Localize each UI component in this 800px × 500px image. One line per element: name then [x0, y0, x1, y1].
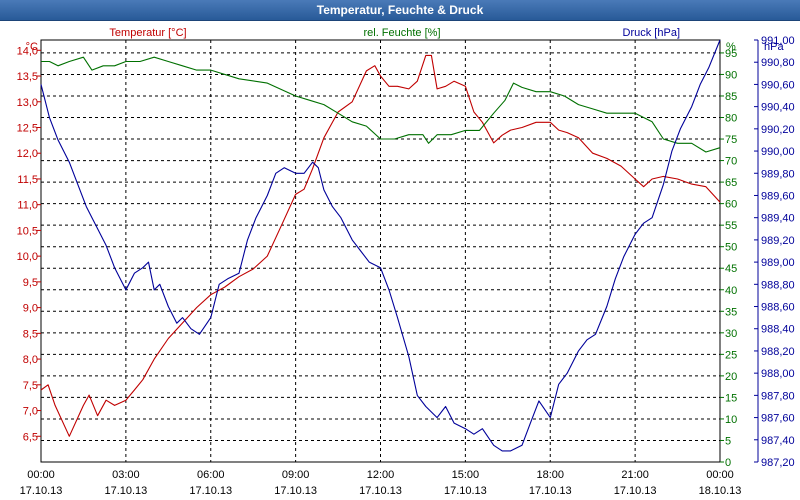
humidity-tick-label: 80	[725, 113, 737, 125]
temperature-axis: 6,5 7,0 7,5 8,0 8,5 9,0 9,5 10,0 10,5 11,0 11,5 12,…	[17, 45, 41, 443]
temperature-tick-label: 13,0	[17, 97, 38, 109]
axis-labels: °C Temperatur [°C] rel. Feuchte [%] % Dr…	[26, 27, 785, 53]
temperature-tick-label: 8,5	[23, 328, 38, 340]
pressure-tick-label: 987,80	[761, 390, 795, 402]
humidity-tick-label: 10	[725, 414, 737, 426]
humidity-tick-label: 45	[725, 263, 737, 275]
series-layer	[40, 39, 721, 452]
temperature-series-label: Temperatur [°C]	[109, 27, 186, 39]
pressure-tick-label: 987,20	[761, 457, 795, 469]
humidity-tick-label: 0	[725, 457, 731, 469]
humidity-tick-label: 65	[725, 177, 737, 189]
date-tick-label: 17.10.13	[444, 485, 487, 497]
humidity-tick-label: 55	[725, 220, 737, 232]
humidity-tick-label: 95	[725, 48, 737, 60]
date-tick-label: 18.10.13	[699, 485, 742, 497]
pressure-tick-label: 988,40	[761, 324, 795, 336]
humidity-tick-label: 90	[725, 69, 737, 81]
temperature-tick-label: 10,5	[17, 225, 38, 237]
pressure-tick-label: 988,60	[761, 302, 795, 314]
temperature-tick-label: 12,0	[17, 148, 38, 160]
humidity-tick-label: 50	[725, 242, 737, 254]
humidity-tick-label: 85	[725, 91, 737, 103]
humidity-tick-label: 20	[725, 371, 737, 383]
time-tick-label: 12:00	[367, 469, 395, 481]
pressure-tick-label: 988,20	[761, 346, 795, 358]
pressure-axis: 987,20 987,40 987,60 987,80 988,00 988,20 988,…	[754, 35, 795, 469]
temperature-tick-label: 8,0	[23, 354, 38, 366]
time-tick-label: 00:00	[27, 469, 55, 481]
temperature-tick-label: 12,5	[17, 122, 38, 134]
date-tick-label: 17.10.13	[614, 485, 657, 497]
time-tick-label: 21:00	[621, 469, 649, 481]
time-tick-label: 03:00	[112, 469, 140, 481]
chart-canvas: 6,5 7,0 7,5 8,0 8,5 9,0 9,5 10,0 10,5 11,0 11,5 12,…	[17, 27, 795, 497]
date-tick-label: 17.10.13	[189, 485, 232, 497]
temperature-tick-label: 13,5	[17, 71, 38, 83]
time-tick-label: 15:00	[452, 469, 480, 481]
chart-title-bar: Temperatur, Feuchte & Druck	[0, 0, 800, 21]
pressure-tick-label: 989,20	[761, 235, 795, 247]
pressure-tick-label: 990,20	[761, 124, 795, 136]
temperature-tick-label: 7,0	[23, 406, 38, 418]
humidity-tick-label: 75	[725, 134, 737, 146]
temperature-tick-label: 10,0	[17, 251, 38, 263]
pressure-tick-label: 988,00	[761, 368, 795, 380]
temperature-tick-label: 7,5	[23, 380, 38, 392]
pressure-tick-label: 990,00	[761, 146, 795, 158]
date-tick-label: 17.10.13	[359, 485, 402, 497]
pressure-tick-label: 989,80	[761, 168, 795, 180]
pressure-tick-label: 989,00	[761, 257, 795, 269]
pressure-series-label: Druck [hPa]	[623, 27, 680, 39]
pressure-tick-label: 990,40	[761, 102, 795, 114]
humidity-tick-label: 15	[725, 392, 737, 404]
humidity-tick-label: 30	[725, 328, 737, 340]
temperature-tick-label: 11,5	[17, 174, 38, 186]
temperature-tick-label: 9,5	[23, 277, 38, 289]
humidity-tick-label: 5	[725, 435, 731, 447]
time-tick-label: 09:00	[282, 469, 310, 481]
date-tick-label: 17.10.13	[20, 485, 63, 497]
date-tick-label: 17.10.13	[104, 485, 147, 497]
temperature-line	[40, 54, 721, 437]
grid	[41, 40, 720, 462]
time-tick-label: 06:00	[197, 469, 225, 481]
chart-title: Temperatur, Feuchte & Druck	[316, 3, 484, 17]
humidity-unit-label: %	[726, 41, 736, 53]
pressure-tick-label: 989,60	[761, 190, 795, 202]
pressure-unit-label: hPa	[764, 41, 784, 53]
humidity-tick-label: 60	[725, 199, 737, 211]
humidity-tick-label: 70	[725, 156, 737, 168]
humidity-tick-label: 25	[725, 349, 737, 361]
plot-frame	[40, 39, 721, 463]
time-axis: 00:00 17.10.13 03:00 17.10.13 06:00 17.10.13 0…	[20, 469, 742, 497]
humidity-tick-label: 35	[725, 306, 737, 318]
pressure-tick-label: 991,00	[761, 35, 795, 47]
temperature-tick-label: 9,0	[23, 303, 38, 315]
humidity-series-label: rel. Feuchte [%]	[363, 27, 440, 39]
time-tick-label: 00:00	[706, 469, 734, 481]
pressure-tick-label: 989,40	[761, 213, 795, 225]
pressure-tick-label: 990,80	[761, 57, 795, 69]
temperature-tick-label: 11,0	[17, 200, 38, 212]
pressure-tick-label: 990,60	[761, 79, 795, 91]
temperature-tick-label: 6,5	[23, 431, 38, 443]
pressure-tick-label: 988,80	[761, 279, 795, 291]
pressure-tick-label: 987,60	[761, 413, 795, 425]
humidity-line	[41, 56, 721, 153]
temperature-tick-label: 14,0	[17, 45, 38, 57]
temperature-unit-label: °C	[26, 41, 38, 53]
date-tick-label: 17.10.13	[529, 485, 572, 497]
time-tick-label: 18:00	[536, 469, 564, 481]
pressure-line	[40, 39, 721, 452]
humidity-axis: 0 5 10 15 20 25 30 35 40 45 50 55 60 65 70 75 80 85 90 95	[720, 48, 737, 469]
humidity-tick-label: 40	[725, 285, 737, 297]
pressure-tick-label: 987,40	[761, 435, 795, 447]
date-tick-label: 17.10.13	[274, 485, 317, 497]
